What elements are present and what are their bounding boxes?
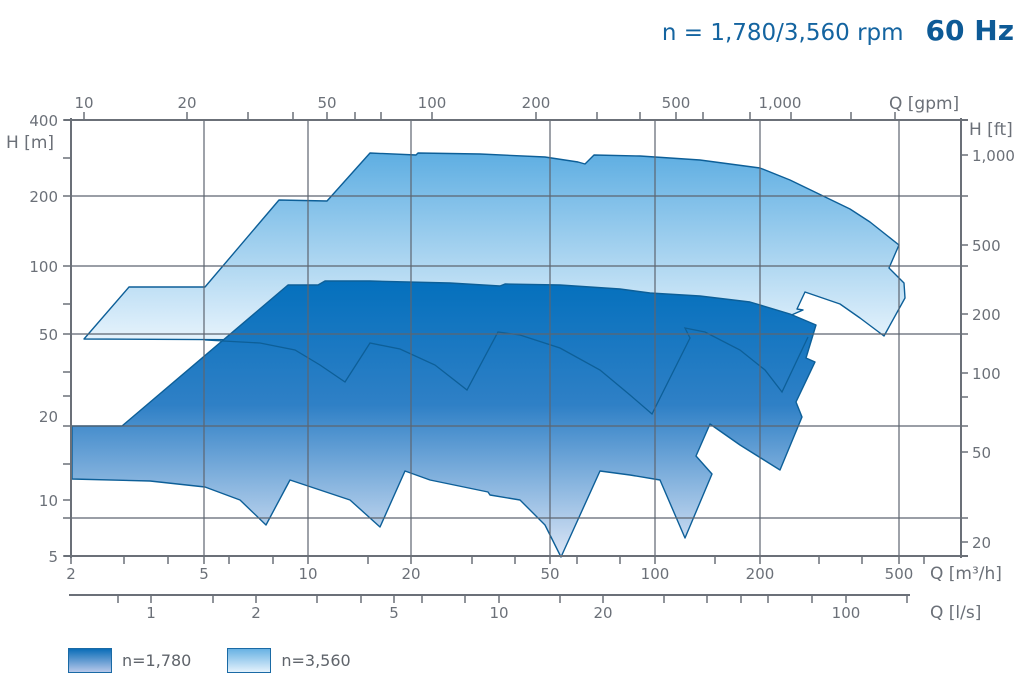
axes-frame bbox=[64, 118, 968, 596]
bottom-axis-label: Q [m³/h] bbox=[930, 564, 1002, 584]
svg-text:200: 200 bbox=[746, 565, 775, 583]
svg-text:10: 10 bbox=[39, 492, 58, 510]
top-tick-labels: 10 20 50 100 200 500 1,000 bbox=[74, 94, 801, 112]
legend-item-n3560: n=3,560 bbox=[227, 648, 351, 673]
svg-text:1,000: 1,000 bbox=[759, 94, 802, 112]
gridlines bbox=[71, 120, 961, 556]
legend-label: n=1,780 bbox=[122, 651, 192, 670]
left-tick-labels: 400 200 100 50 20 10 5 bbox=[29, 112, 58, 566]
svg-text:5: 5 bbox=[389, 604, 399, 622]
svg-text:5: 5 bbox=[48, 548, 58, 566]
bottom-tick-labels: 2 5 10 20 50 100 200 500 bbox=[66, 565, 913, 583]
svg-text:500: 500 bbox=[885, 565, 914, 583]
svg-text:10: 10 bbox=[489, 604, 508, 622]
svg-text:50: 50 bbox=[317, 94, 336, 112]
right-axis-label: H [ft] bbox=[969, 120, 1013, 140]
svg-text:2: 2 bbox=[66, 565, 76, 583]
svg-text:100: 100 bbox=[832, 604, 861, 622]
svg-text:1: 1 bbox=[146, 604, 156, 622]
svg-text:200: 200 bbox=[522, 94, 551, 112]
svg-text:5: 5 bbox=[199, 565, 209, 583]
svg-text:20: 20 bbox=[401, 565, 420, 583]
svg-text:20: 20 bbox=[177, 94, 196, 112]
left-axis-label: H [m] bbox=[6, 133, 54, 153]
svg-text:2: 2 bbox=[251, 604, 261, 622]
svg-text:50: 50 bbox=[540, 565, 559, 583]
envelope-n1780 bbox=[71, 280, 817, 558]
svg-text:50: 50 bbox=[972, 444, 991, 462]
svg-text:100: 100 bbox=[418, 94, 447, 112]
subrange-lines-n3560 bbox=[204, 327, 809, 416]
legend-label: n=3,560 bbox=[281, 651, 351, 670]
frequency-label: 60 Hz bbox=[925, 14, 1014, 47]
svg-text:10: 10 bbox=[298, 565, 317, 583]
bottom2-axis-label: Q [l/s] bbox=[930, 603, 981, 623]
top-axis-label: Q [gpm] bbox=[889, 94, 959, 114]
svg-text:200: 200 bbox=[29, 188, 58, 206]
svg-text:50: 50 bbox=[39, 326, 58, 344]
bottom2-tick-labels: 1 2 5 10 20 100 bbox=[146, 604, 860, 622]
right-tick-labels: 1,000 500 200 100 50 20 bbox=[972, 147, 1015, 552]
svg-text:500: 500 bbox=[972, 237, 1001, 255]
svg-text:500: 500 bbox=[662, 94, 691, 112]
svg-text:100: 100 bbox=[641, 565, 670, 583]
svg-text:100: 100 bbox=[29, 258, 58, 276]
svg-text:200: 200 bbox=[972, 306, 1001, 324]
svg-text:20: 20 bbox=[972, 534, 991, 552]
speed-label: n = 1,780/3,560 rpm bbox=[661, 20, 904, 46]
svg-text:1,000: 1,000 bbox=[972, 147, 1015, 165]
svg-text:400: 400 bbox=[29, 112, 58, 130]
svg-text:10: 10 bbox=[74, 94, 93, 112]
svg-text:20: 20 bbox=[39, 408, 58, 426]
svg-text:100: 100 bbox=[972, 365, 1001, 383]
legend-swatch-dark bbox=[68, 648, 112, 673]
legend-swatch-light bbox=[227, 648, 272, 673]
legend-item-n1780: n=1,780 bbox=[68, 648, 191, 673]
chart-header: n = 1,780/3,560 rpm 60 Hz bbox=[662, 14, 1014, 47]
axis-ticks bbox=[63, 112, 968, 603]
chart-legend: n=1,780 n=3,560 bbox=[68, 648, 387, 673]
svg-text:20: 20 bbox=[593, 604, 612, 622]
